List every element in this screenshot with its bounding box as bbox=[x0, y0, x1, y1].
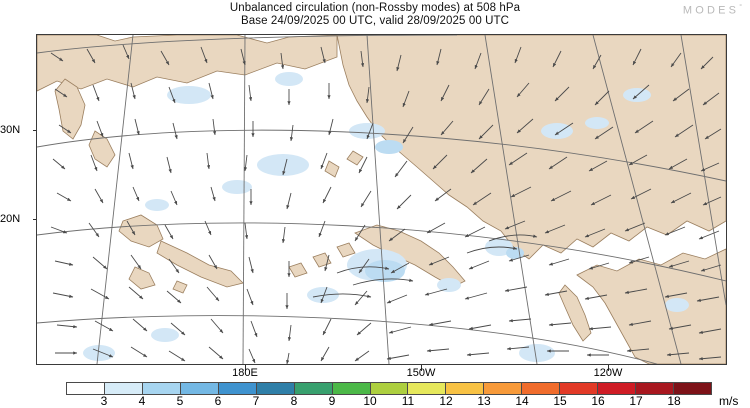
colorbar-cell-3 bbox=[180, 383, 219, 394]
colorbar-tick-9: 9 bbox=[328, 394, 336, 408]
colorbar-cell-11 bbox=[484, 383, 523, 394]
colorbar-tick-3: 3 bbox=[100, 394, 108, 408]
lon-label-180e: 180E bbox=[232, 367, 258, 379]
colorbar-cell-10 bbox=[446, 383, 485, 394]
lon-label-120w: 120W bbox=[593, 367, 623, 379]
colorbar-cell-9 bbox=[408, 383, 447, 394]
colorbar-tick-17: 17 bbox=[629, 394, 643, 408]
lat-label-20n: 20N bbox=[0, 213, 21, 225]
colorbar-tick-10: 10 bbox=[363, 394, 377, 408]
colorbar-cell-13 bbox=[560, 383, 599, 394]
chart-title-block: Unbalanced circulation (non-Rossby modes… bbox=[0, 2, 750, 28]
speed-shading bbox=[83, 72, 689, 362]
colorbar-tick-7: 7 bbox=[252, 394, 260, 408]
colorbar-cell-14 bbox=[598, 383, 637, 394]
colorbar-tick-12: 12 bbox=[439, 394, 453, 408]
colorbar[interactable] bbox=[66, 382, 712, 395]
colorbar-cell-4 bbox=[218, 383, 257, 394]
lon-tick-150w bbox=[421, 365, 422, 371]
colorbar-tick-6: 6 bbox=[214, 394, 222, 408]
colorbar-cell-1 bbox=[104, 383, 143, 394]
graticule-parallels bbox=[37, 35, 726, 364]
colorbar-tick-4: 4 bbox=[138, 394, 146, 408]
colorbar-unit-label: m/s bbox=[719, 394, 739, 408]
colorbar-cell-8 bbox=[370, 383, 409, 394]
colorbar-tick-13: 13 bbox=[477, 394, 491, 408]
modes-logo-text: MODES bbox=[682, 4, 740, 17]
lon-tick-120w bbox=[608, 365, 609, 371]
colorbar-tick-8: 8 bbox=[290, 394, 298, 408]
colorbar-tick-11: 11 bbox=[401, 394, 415, 408]
colorbar-cell-7 bbox=[332, 383, 371, 394]
colorbar-tick-18: 18 bbox=[667, 394, 681, 408]
colorbar-cell-15 bbox=[636, 383, 674, 394]
colorbar-tick-5: 5 bbox=[176, 394, 184, 408]
colorbar-cell-5 bbox=[256, 383, 295, 394]
modes-logo: MODES° bbox=[683, 4, 742, 17]
lat-label-30n: 30N bbox=[0, 124, 21, 136]
colorbar-cell-2 bbox=[142, 383, 181, 394]
chart-title: Unbalanced circulation (non-Rossby modes… bbox=[229, 2, 521, 14]
colorbar-tick-16: 16 bbox=[591, 394, 605, 408]
colorbar-cell-16 bbox=[674, 383, 711, 394]
map-plot-area[interactable] bbox=[36, 34, 727, 365]
colorbar-cell-6 bbox=[294, 383, 333, 394]
wind-vectors bbox=[50, 44, 722, 364]
colorbar-cell-12 bbox=[522, 383, 561, 394]
chart-subtitle: Base 24/09/2025 00 UTC, valid 28/09/2025… bbox=[240, 15, 510, 27]
colorbar-tick-15: 15 bbox=[553, 394, 567, 408]
graticule-meridians bbox=[96, 35, 726, 364]
lon-tick-180e bbox=[245, 365, 246, 371]
colorbar-tick-14: 14 bbox=[515, 394, 529, 408]
map-canvas bbox=[37, 35, 726, 364]
colorbar-tick-labels: 3 4 5 6 7 8 9 10 11 12 13 14 15 16 17 18 bbox=[66, 394, 712, 408]
modes-logo-mark: ° bbox=[739, 4, 742, 11]
lon-label-150w: 150W bbox=[406, 367, 436, 379]
colorbar-cell-0 bbox=[67, 383, 105, 394]
